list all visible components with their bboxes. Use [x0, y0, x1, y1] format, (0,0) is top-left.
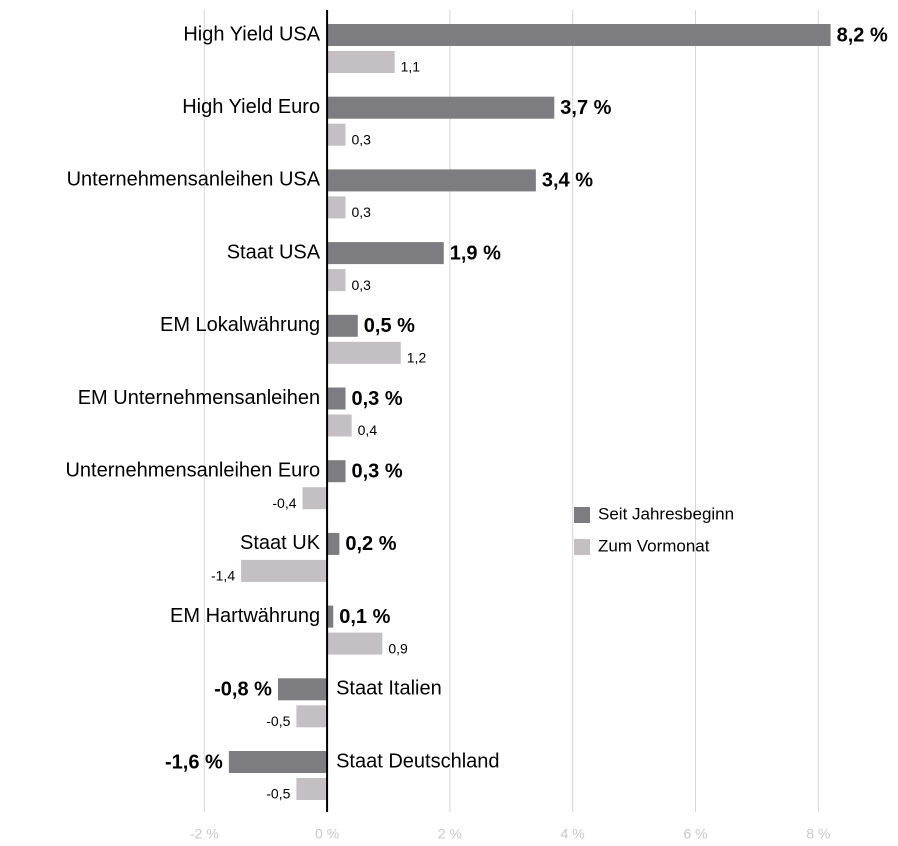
bar [327, 51, 395, 73]
value-label: 0,5 % [364, 315, 415, 337]
x-tick-label: -2 % [190, 826, 219, 842]
category-label: EM Lokalwährung [160, 314, 320, 336]
bar [327, 96, 555, 119]
category-label: Unternehmensanleihen USA [67, 169, 321, 191]
legend-swatch [574, 539, 590, 555]
category-label: Staat Deutschland [336, 750, 499, 772]
category-label: Staat USA [227, 241, 321, 263]
value-label: 1,2 [407, 350, 427, 366]
category-label: EM Unternehmensanleihen [78, 387, 320, 409]
bar [327, 632, 383, 655]
bar [327, 169, 536, 192]
value-label: 3,4 % [542, 170, 593, 192]
value-label: 0,3 % [352, 388, 403, 410]
value-label: 0,3 [352, 204, 372, 220]
bar [296, 705, 328, 728]
bar [327, 532, 340, 555]
bar [327, 269, 346, 292]
value-label: -0,8 % [214, 679, 272, 701]
bar [277, 678, 328, 701]
x-tick-label: 2 % [438, 826, 462, 842]
value-label: 3,7 % [560, 97, 611, 119]
value-label: 0,2 % [345, 533, 396, 555]
bar [327, 414, 352, 437]
category-label: High Yield USA [183, 23, 320, 45]
bar [327, 314, 358, 337]
value-label: 1,9 % [450, 242, 501, 264]
value-label: -0,5 [266, 713, 290, 729]
bar [327, 24, 831, 46]
category-label: EM Hartwährung [170, 605, 320, 627]
bar [327, 242, 444, 265]
legend-swatch [574, 507, 590, 523]
category-label: Staat UK [240, 532, 321, 554]
bar [327, 460, 346, 483]
bar [327, 341, 401, 364]
bar [327, 196, 346, 219]
value-label: -0,4 [272, 495, 296, 511]
value-label: 0,3 [352, 277, 372, 293]
value-label: 0,9 [388, 640, 408, 656]
bar [327, 605, 334, 628]
category-label: Unternehmensanleihen Euro [65, 459, 320, 481]
bar [228, 751, 328, 773]
category-label: High Yield Euro [182, 96, 320, 118]
x-tick-label: 0 % [315, 826, 339, 842]
value-label: 0,4 [358, 422, 378, 438]
x-tick-label: 6 % [683, 826, 707, 842]
x-tick-label: 4 % [561, 826, 585, 842]
bar [296, 778, 328, 800]
value-label: -1,4 [211, 568, 235, 584]
x-tick-label: 8 % [806, 826, 830, 842]
bar [302, 487, 328, 510]
bar [327, 123, 346, 146]
bar [241, 559, 328, 582]
category-label: Staat Italien [336, 678, 442, 700]
value-label: 1,1 [401, 59, 421, 75]
value-label: 8,2 % [837, 24, 888, 46]
value-label: 0,3 [352, 131, 372, 147]
bar [327, 387, 346, 410]
value-label: -0,5 [266, 786, 290, 802]
legend-label: Zum Vormonat [598, 536, 710, 555]
value-label: 0,3 % [352, 460, 403, 482]
value-label: 0,1 % [339, 606, 390, 628]
legend-label: Seit Jahresbeginn [598, 504, 734, 523]
value-label: -1,6 % [165, 751, 223, 773]
